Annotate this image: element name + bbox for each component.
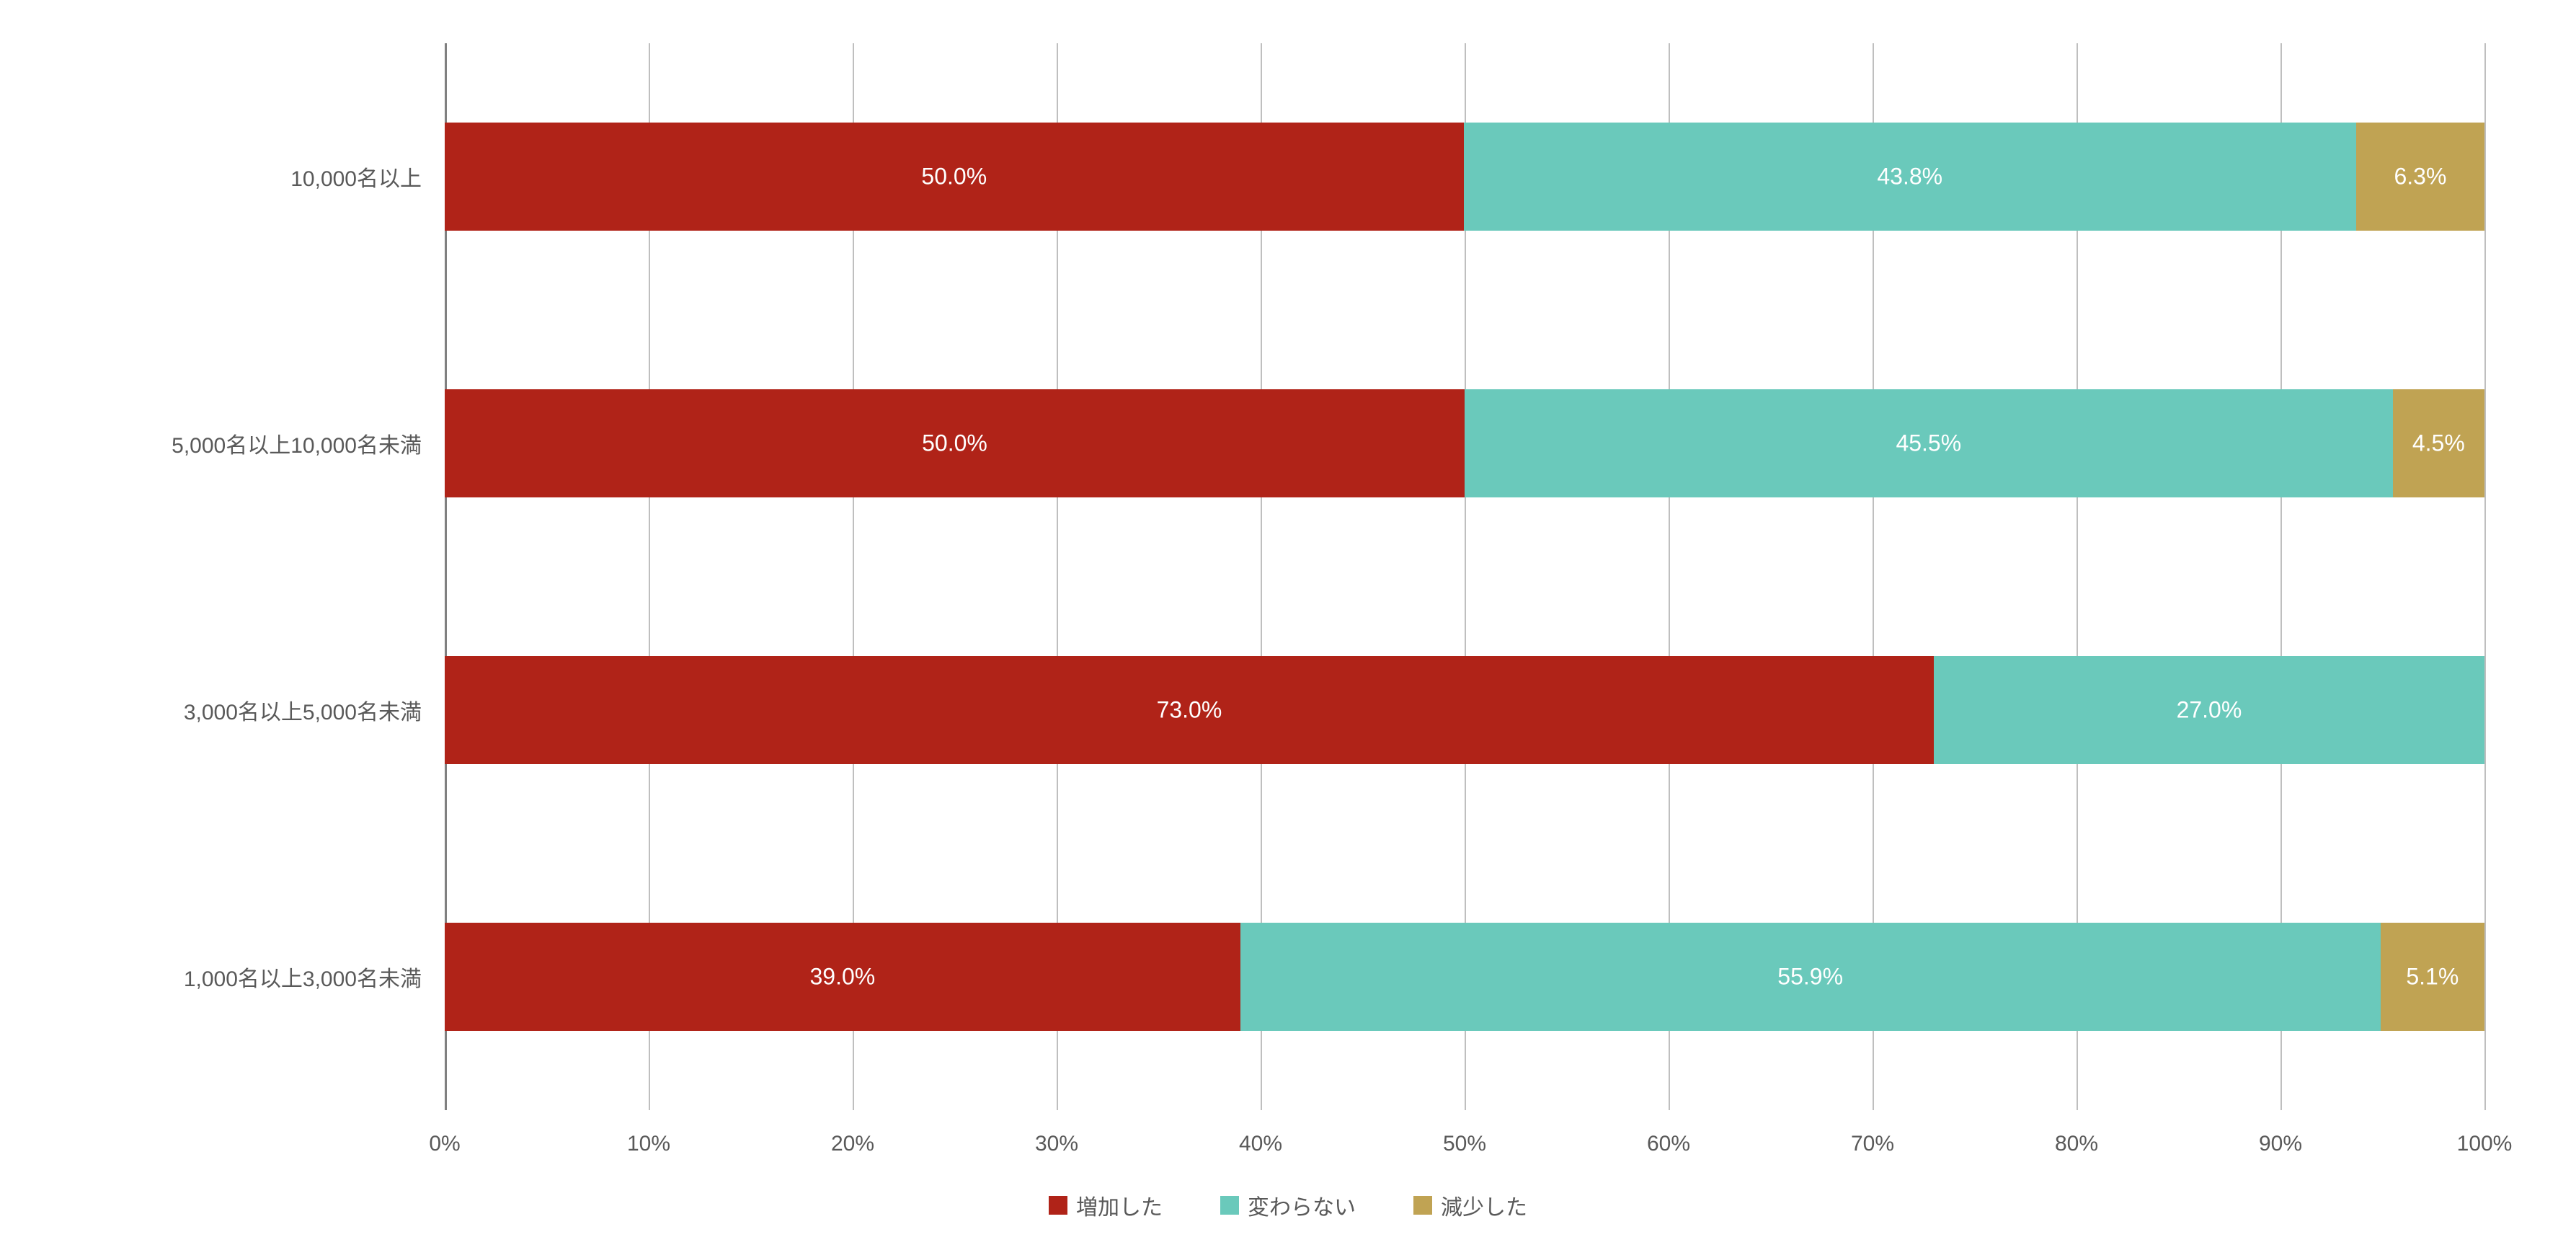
bar-value-label: 50.0% bbox=[921, 164, 987, 190]
x-tick-label: 20% bbox=[831, 1132, 874, 1156]
legend-swatch bbox=[1049, 1196, 1067, 1215]
y-category-label: 5,000名以上10,000名未満 bbox=[0, 427, 422, 459]
bar-segment: 39.0% bbox=[445, 923, 1240, 1031]
bar-value-label: 43.8% bbox=[1877, 164, 1942, 190]
bar-segment: 27.0% bbox=[1934, 656, 2484, 764]
plot-area: 0%10%20%30%40%50%60%70%80%90%100%50.0%43… bbox=[445, 43, 2484, 1110]
gridline bbox=[2484, 43, 2486, 1110]
bar-segment: 4.5% bbox=[2393, 389, 2484, 497]
x-tick-label: 70% bbox=[1851, 1132, 1894, 1156]
bar-segment: 50.0% bbox=[445, 123, 1464, 231]
y-category-label: 10,000名以上 bbox=[0, 161, 422, 192]
stacked-bar-chart: 0% 10% 20% 30% 40% 50% 60% 70% 80% 90% 100% 50.0% 43… bbox=[0, 0, 2576, 1250]
x-tick-label: 0% bbox=[429, 1132, 460, 1156]
x-tick-label: 40% bbox=[1239, 1132, 1282, 1156]
legend-item: 減少した bbox=[1413, 1189, 1527, 1221]
bar-value-label: 55.9% bbox=[1777, 964, 1843, 990]
x-tick-label: 30% bbox=[1035, 1132, 1078, 1156]
bar-value-label: 73.0% bbox=[1157, 697, 1222, 724]
legend-label: 増加した bbox=[1076, 1189, 1163, 1221]
bar-row: 50.0% 45.5% 4.5% bbox=[445, 389, 2484, 497]
x-tick-label: 90% bbox=[2259, 1132, 2302, 1156]
x-tick-label: 10% bbox=[627, 1132, 670, 1156]
legend-item: 増加した bbox=[1049, 1189, 1163, 1221]
x-tick-label: 60% bbox=[1647, 1132, 1690, 1156]
legend-swatch bbox=[1220, 1196, 1239, 1215]
bar-value-label: 6.3% bbox=[2394, 164, 2446, 190]
legend-swatch bbox=[1413, 1196, 1432, 1215]
bar-segment: 50.0% bbox=[445, 389, 1465, 497]
legend-label: 減少した bbox=[1441, 1189, 1527, 1221]
legend: 増加した 変わらない 減少した bbox=[0, 1189, 2576, 1221]
bar-segment: 6.3% bbox=[2356, 123, 2484, 231]
y-category-label: 1,000名以上3,000名未満 bbox=[0, 961, 422, 993]
bar-value-label: 50.0% bbox=[922, 430, 987, 457]
legend-item: 変わらない bbox=[1220, 1189, 1356, 1221]
bar-segment: 73.0% bbox=[445, 656, 1934, 764]
legend-label: 変わらない bbox=[1248, 1189, 1356, 1221]
bar-value-label: 5.1% bbox=[2406, 964, 2459, 990]
bar-row: 73.0% 27.0% bbox=[445, 656, 2484, 764]
bar-row: 39.0% 55.9% 5.1% bbox=[445, 923, 2484, 1031]
bar-value-label: 45.5% bbox=[1896, 430, 1961, 457]
bar-row: 50.0% 43.8% 6.3% bbox=[445, 123, 2484, 231]
bar-segment: 45.5% bbox=[1465, 389, 2393, 497]
x-tick-label: 100% bbox=[2457, 1132, 2513, 1156]
bar-segment: 5.1% bbox=[2381, 923, 2484, 1031]
bar-segment: 55.9% bbox=[1240, 923, 2381, 1031]
x-tick-label: 80% bbox=[2055, 1132, 2098, 1156]
bar-segment: 43.8% bbox=[1464, 123, 2356, 231]
y-category-label: 3,000名以上5,000名未満 bbox=[0, 694, 422, 726]
x-tick-label: 50% bbox=[1443, 1132, 1486, 1156]
bar-value-label: 4.5% bbox=[2412, 430, 2465, 457]
bar-value-label: 27.0% bbox=[2177, 697, 2242, 724]
bar-value-label: 39.0% bbox=[809, 964, 875, 990]
